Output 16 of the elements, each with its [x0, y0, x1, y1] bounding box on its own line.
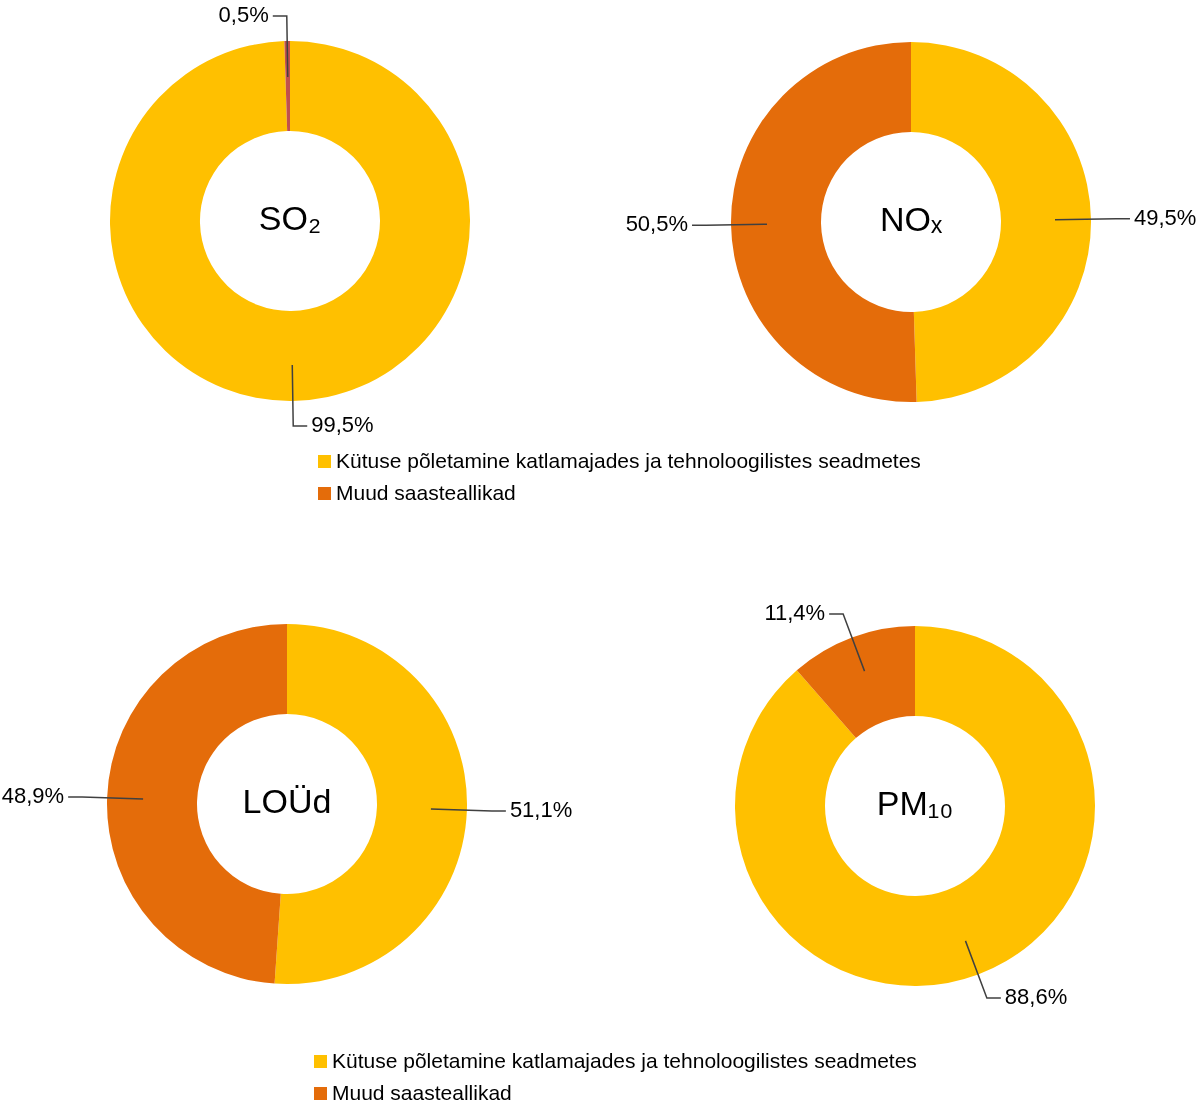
data-label: 51,1%	[509, 797, 573, 823]
data-label: 49,5%	[1133, 204, 1197, 230]
legend-label: Muud saasteallikad	[336, 481, 516, 505]
data-label: 11,4%	[764, 600, 826, 626]
data-label: 50,5%	[625, 211, 689, 237]
legend-label: Muud saasteallikad	[332, 1081, 512, 1105]
data-label: 99,5%	[311, 412, 374, 438]
legend-label: Kütuse põletamine katlamajades ja tehnoloogilistes seadmetes	[336, 449, 921, 473]
text: PM₁₀	[876, 784, 954, 823]
text: LOÜd	[242, 782, 332, 821]
legend-label: Kütuse põletamine katlamajades ja tehnoloogilistes seadmetes	[332, 1049, 917, 1073]
text: NOₓ	[879, 200, 943, 239]
data-label: 48,9%	[1, 782, 65, 808]
data-label: 88,6%	[1004, 984, 1068, 1010]
text: SO₂	[258, 199, 322, 238]
data-label: 0,5%	[218, 2, 269, 28]
